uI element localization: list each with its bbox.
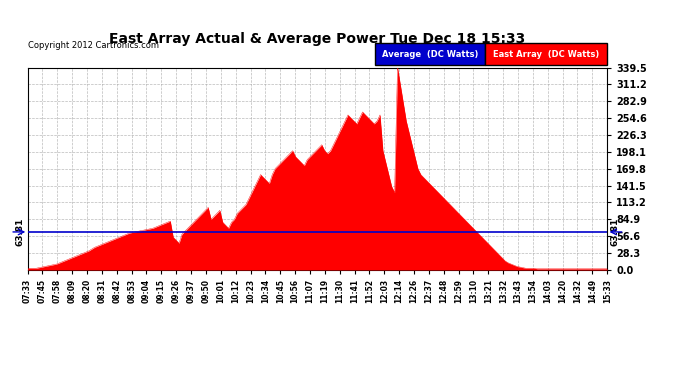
FancyBboxPatch shape (486, 43, 607, 66)
Text: Average  (DC Watts): Average (DC Watts) (382, 50, 479, 59)
FancyBboxPatch shape (375, 43, 486, 66)
Text: 63.81: 63.81 (610, 218, 619, 246)
Title: East Array Actual & Average Power Tue Dec 18 15:33: East Array Actual & Average Power Tue De… (109, 32, 526, 45)
Text: East Array  (DC Watts): East Array (DC Watts) (493, 50, 600, 59)
Text: 63.81: 63.81 (16, 218, 25, 246)
Text: Copyright 2012 Cartronics.com: Copyright 2012 Cartronics.com (28, 41, 159, 50)
